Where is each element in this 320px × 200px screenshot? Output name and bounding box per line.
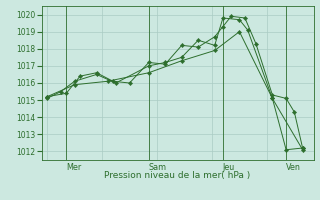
Text: Sam: Sam: [149, 163, 167, 172]
X-axis label: Pression niveau de la mer( hPa ): Pression niveau de la mer( hPa ): [104, 171, 251, 180]
Text: Jeu: Jeu: [223, 163, 235, 172]
Text: Mer: Mer: [66, 163, 82, 172]
Text: Ven: Ven: [286, 163, 301, 172]
